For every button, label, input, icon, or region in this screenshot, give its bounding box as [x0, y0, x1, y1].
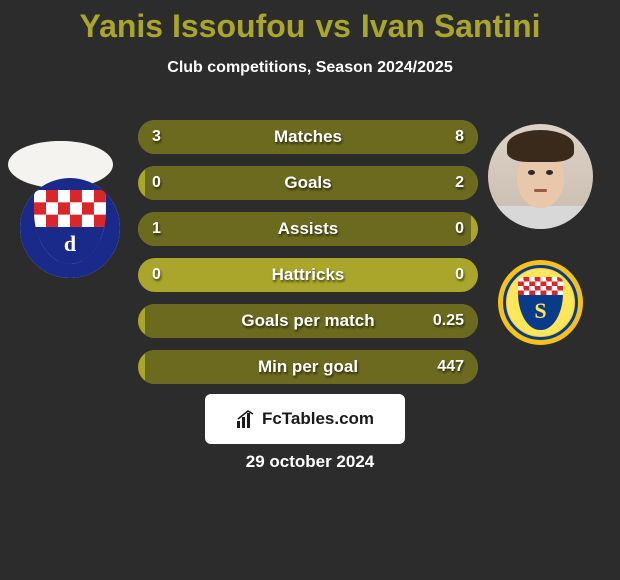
stat-row: Assists1 0 — [138, 212, 478, 246]
stat-row: Matches3 8 — [138, 120, 478, 154]
stat-value-left: 3 — [152, 120, 161, 154]
stat-label: Goals — [138, 166, 478, 200]
title-left-name: Yanis Issoufou — [79, 8, 305, 44]
stat-value-right: 8 — [455, 120, 464, 154]
stat-row: Goals0 2 — [138, 166, 478, 200]
subtitle: Club competitions, Season 2024/2025 — [0, 59, 620, 77]
stat-value-left: 0 — [152, 258, 161, 292]
stat-row: Hattricks0 0 — [138, 258, 478, 292]
stat-value-right: 0.25 — [433, 304, 464, 338]
fctables-logo-icon — [236, 409, 256, 429]
stat-label: Hattricks — [138, 258, 478, 292]
right-player-avatar — [488, 124, 593, 229]
stat-value-left: 1 — [152, 212, 161, 246]
stat-label: Min per goal — [138, 350, 478, 384]
comparison-title: Yanis Issoufou vs Ivan Santini — [0, 0, 620, 45]
stat-value-left: 0 — [152, 166, 161, 200]
date-label: 29 october 2024 — [0, 452, 620, 472]
stat-value-right: 0 — [455, 212, 464, 246]
left-club-badge: d — [20, 178, 120, 278]
stat-label: Assists — [138, 212, 478, 246]
fctables-link[interactable]: FcTables.com — [205, 394, 405, 444]
title-separator: vs — [315, 8, 351, 44]
stat-value-right: 2 — [455, 166, 464, 200]
stat-row: Min per goal447 — [138, 350, 478, 384]
player-photo-icon — [488, 124, 593, 229]
fctables-label: FcTables.com — [262, 409, 374, 429]
stat-label: Goals per match — [138, 304, 478, 338]
dinamo-crest-icon: d — [20, 178, 120, 278]
stat-value-right: 447 — [437, 350, 464, 384]
right-club-badge: S — [498, 260, 583, 345]
stat-row: Goals per match0.25 — [138, 304, 478, 338]
stat-label: Matches — [138, 120, 478, 154]
stats-bars: Matches38Goals02Assists10Hattricks00Goal… — [138, 120, 478, 396]
sibenik-crest-icon: S — [498, 260, 583, 345]
title-right-name: Ivan Santini — [361, 8, 541, 44]
stat-value-right: 0 — [455, 258, 464, 292]
